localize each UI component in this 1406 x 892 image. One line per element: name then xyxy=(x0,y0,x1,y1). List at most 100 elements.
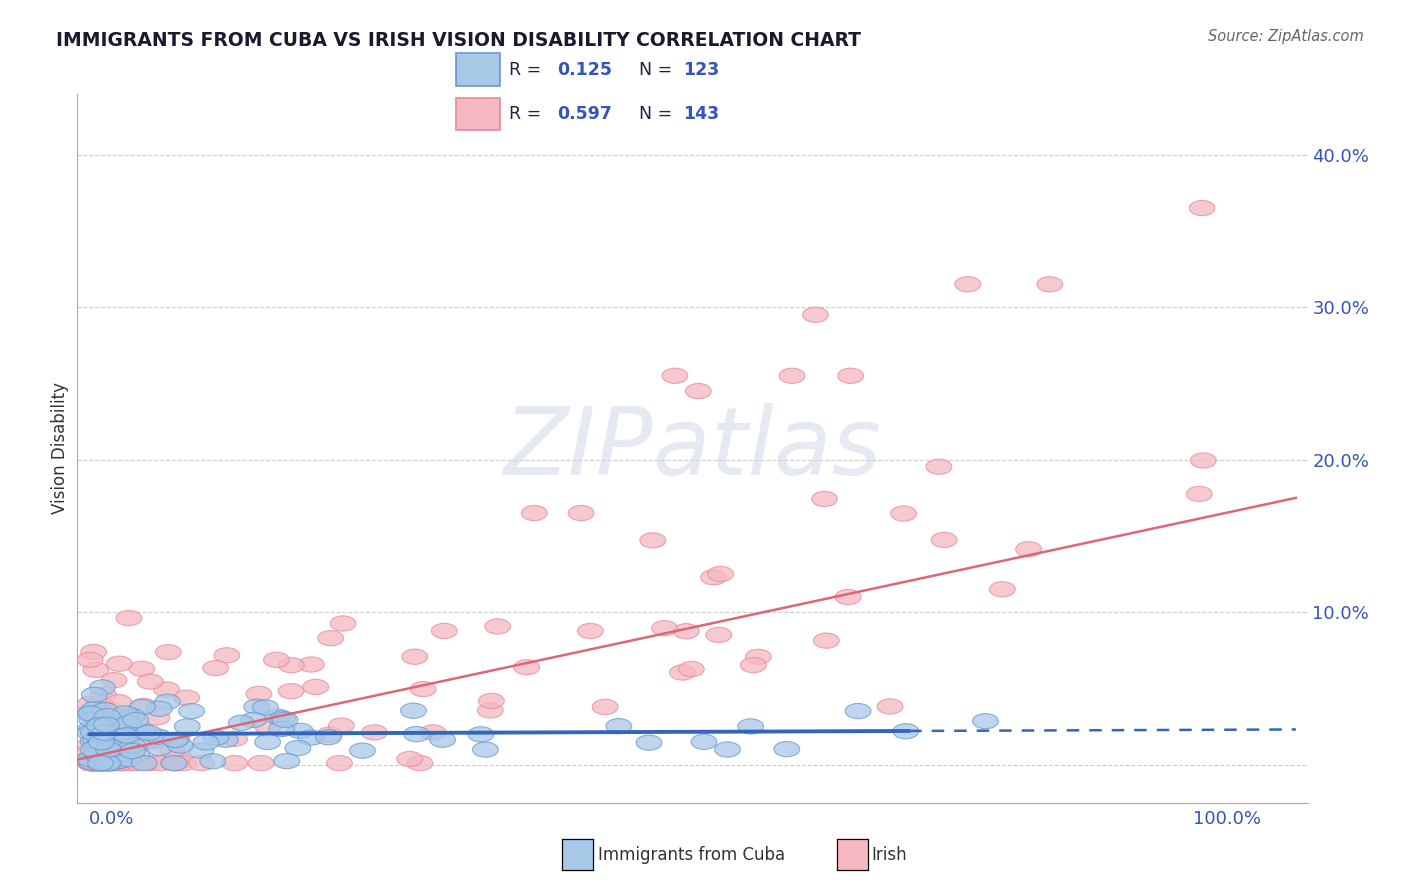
Ellipse shape xyxy=(673,624,699,639)
Ellipse shape xyxy=(129,699,155,714)
Ellipse shape xyxy=(103,740,128,756)
Ellipse shape xyxy=(97,721,122,736)
Ellipse shape xyxy=(94,717,120,732)
Text: R =: R = xyxy=(509,105,541,123)
Ellipse shape xyxy=(214,648,239,663)
Ellipse shape xyxy=(662,368,688,384)
Text: Immigrants from Cuba: Immigrants from Cuba xyxy=(598,846,785,863)
Ellipse shape xyxy=(90,756,115,771)
Ellipse shape xyxy=(478,693,505,708)
Ellipse shape xyxy=(131,698,156,714)
Ellipse shape xyxy=(111,719,136,734)
Ellipse shape xyxy=(111,756,136,771)
Ellipse shape xyxy=(404,726,429,742)
Ellipse shape xyxy=(263,652,290,667)
Ellipse shape xyxy=(77,706,104,722)
Text: 123: 123 xyxy=(683,61,720,78)
Ellipse shape xyxy=(188,743,214,758)
Ellipse shape xyxy=(83,756,108,771)
Ellipse shape xyxy=(779,368,804,384)
Ellipse shape xyxy=(155,694,180,709)
Text: 0.125: 0.125 xyxy=(557,61,612,78)
Ellipse shape xyxy=(100,756,125,771)
Ellipse shape xyxy=(243,699,270,714)
Ellipse shape xyxy=(1038,277,1063,292)
Ellipse shape xyxy=(83,733,108,748)
Ellipse shape xyxy=(79,705,104,720)
Ellipse shape xyxy=(228,715,254,731)
Ellipse shape xyxy=(89,735,114,750)
Text: ZIPatlas: ZIPatlas xyxy=(503,402,882,494)
Ellipse shape xyxy=(87,746,112,761)
Ellipse shape xyxy=(77,725,103,740)
Ellipse shape xyxy=(316,727,343,742)
Ellipse shape xyxy=(80,725,107,740)
Ellipse shape xyxy=(160,756,187,771)
Ellipse shape xyxy=(83,739,110,756)
Ellipse shape xyxy=(79,755,104,770)
Ellipse shape xyxy=(96,735,121,751)
Ellipse shape xyxy=(396,751,423,766)
Ellipse shape xyxy=(877,698,903,714)
Ellipse shape xyxy=(105,738,132,753)
Ellipse shape xyxy=(468,727,494,742)
Ellipse shape xyxy=(707,566,734,582)
Ellipse shape xyxy=(129,661,155,676)
Ellipse shape xyxy=(79,756,105,771)
Ellipse shape xyxy=(432,624,457,639)
Ellipse shape xyxy=(162,732,188,747)
Ellipse shape xyxy=(845,704,870,719)
Ellipse shape xyxy=(990,582,1015,597)
Ellipse shape xyxy=(931,533,957,548)
Ellipse shape xyxy=(160,743,186,758)
Ellipse shape xyxy=(692,734,717,749)
Ellipse shape xyxy=(202,660,229,676)
Ellipse shape xyxy=(522,506,547,521)
Ellipse shape xyxy=(87,696,112,711)
Ellipse shape xyxy=(82,756,107,771)
Ellipse shape xyxy=(97,756,122,771)
Ellipse shape xyxy=(87,756,114,771)
Ellipse shape xyxy=(927,459,952,475)
Ellipse shape xyxy=(96,740,122,756)
FancyBboxPatch shape xyxy=(456,54,501,87)
Ellipse shape xyxy=(84,720,110,735)
Ellipse shape xyxy=(174,719,200,734)
Ellipse shape xyxy=(77,756,104,771)
Ellipse shape xyxy=(84,747,110,762)
Ellipse shape xyxy=(326,756,353,771)
Ellipse shape xyxy=(146,740,173,756)
Ellipse shape xyxy=(125,737,152,752)
Ellipse shape xyxy=(636,735,662,750)
FancyBboxPatch shape xyxy=(456,97,501,130)
Ellipse shape xyxy=(83,662,108,678)
Ellipse shape xyxy=(222,756,247,771)
Ellipse shape xyxy=(80,756,105,771)
Text: Irish: Irish xyxy=(872,846,907,863)
Ellipse shape xyxy=(87,721,112,736)
Ellipse shape xyxy=(80,756,105,771)
Text: 0.0%: 0.0% xyxy=(89,811,135,829)
Ellipse shape xyxy=(98,756,124,771)
Text: 0.597: 0.597 xyxy=(557,105,612,123)
Ellipse shape xyxy=(90,714,115,730)
Ellipse shape xyxy=(302,680,329,695)
Ellipse shape xyxy=(114,739,139,754)
Ellipse shape xyxy=(738,719,763,734)
Ellipse shape xyxy=(80,742,105,757)
Text: N =: N = xyxy=(640,61,672,78)
Ellipse shape xyxy=(278,683,304,698)
Ellipse shape xyxy=(773,741,800,756)
Ellipse shape xyxy=(1189,201,1215,216)
Ellipse shape xyxy=(77,756,103,771)
Ellipse shape xyxy=(472,742,498,757)
Ellipse shape xyxy=(131,756,157,771)
Ellipse shape xyxy=(82,687,107,703)
Ellipse shape xyxy=(103,724,128,739)
Ellipse shape xyxy=(77,737,103,752)
Ellipse shape xyxy=(98,731,124,747)
Ellipse shape xyxy=(91,714,118,730)
Ellipse shape xyxy=(803,307,828,322)
Ellipse shape xyxy=(118,756,143,771)
Ellipse shape xyxy=(163,750,190,765)
